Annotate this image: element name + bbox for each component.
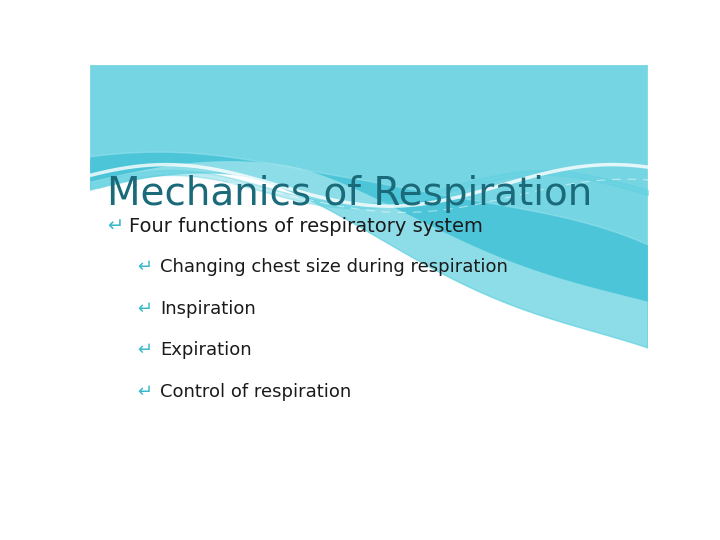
- Text: ↵: ↵: [107, 217, 123, 235]
- Text: ↵: ↵: [138, 300, 153, 318]
- Polygon shape: [90, 65, 648, 301]
- Polygon shape: [90, 65, 648, 348]
- Text: Four functions of respiratory system: Four functions of respiratory system: [129, 217, 483, 235]
- Text: Expiration: Expiration: [160, 341, 251, 359]
- Text: ↵: ↵: [138, 383, 153, 401]
- Text: Mechanics of Respiration: Mechanics of Respiration: [107, 175, 592, 213]
- Polygon shape: [90, 65, 648, 245]
- Text: ↵: ↵: [138, 258, 153, 276]
- Text: Inspiration: Inspiration: [160, 300, 256, 318]
- Text: Control of respiration: Control of respiration: [160, 383, 351, 401]
- Text: Changing chest size during respiration: Changing chest size during respiration: [160, 258, 508, 276]
- Text: ↵: ↵: [138, 341, 153, 359]
